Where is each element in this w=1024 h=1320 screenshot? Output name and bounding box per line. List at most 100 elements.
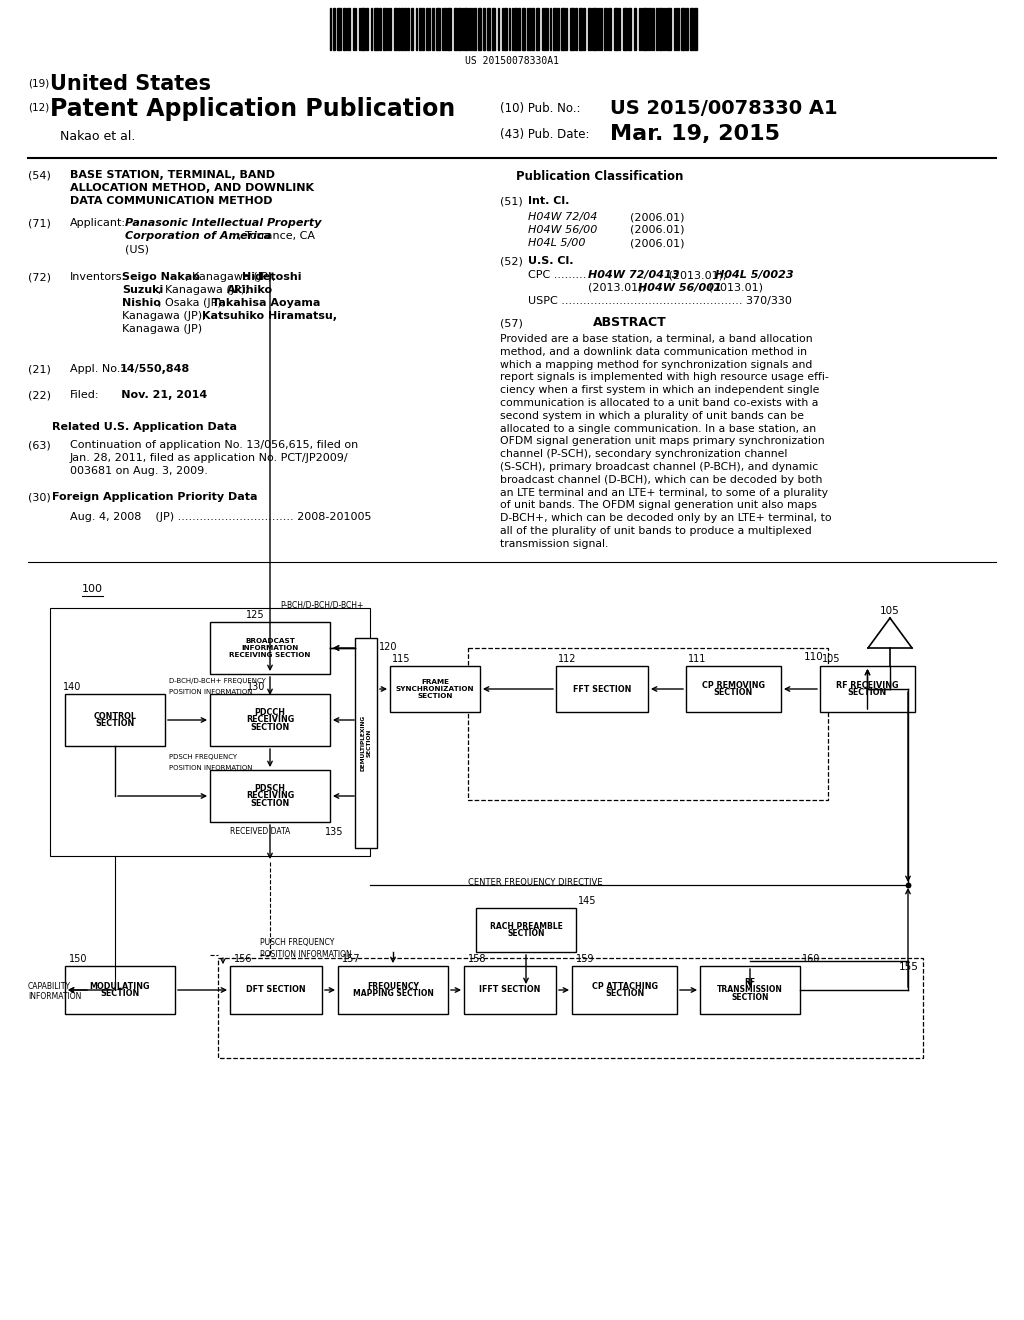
Bar (390, 667, 480, 711)
Bar (50, 609, 370, 855)
Text: 156: 156 (234, 954, 253, 964)
Text: CP ATTACHING: CP ATTACHING (592, 982, 657, 991)
Bar (394, 8, 397, 50)
Bar (572, 966, 677, 1014)
Text: (22): (22) (28, 389, 51, 400)
Text: (43) Pub. Date:: (43) Pub. Date: (500, 128, 590, 141)
Bar (468, 648, 828, 800)
Text: H04L 5/00: H04L 5/00 (528, 238, 586, 248)
Text: POSITION INFORMATION: POSITION INFORMATION (169, 689, 253, 696)
Text: broadcast channel (D-BCH), which can be decoded by both: broadcast channel (D-BCH), which can be … (500, 475, 822, 484)
Bar (343, 8, 345, 50)
Text: 003681 on Aug. 3, 2009.: 003681 on Aug. 3, 2009. (70, 466, 208, 477)
Bar (464, 966, 556, 1014)
Text: (21): (21) (28, 364, 51, 374)
Bar (444, 8, 446, 50)
Text: Hidetoshi: Hidetoshi (242, 272, 301, 282)
Bar (575, 8, 577, 50)
Text: U.S. Cl.: U.S. Cl. (528, 256, 573, 267)
Text: (2006.01): (2006.01) (630, 238, 684, 248)
Text: CAPABILITY: CAPABILITY (28, 982, 71, 991)
Text: which a mapping method for synchronization signals and: which a mapping method for synchronizati… (500, 359, 812, 370)
Bar (694, 8, 697, 50)
Text: , Kanagawa (JP);: , Kanagawa (JP); (158, 285, 249, 294)
Bar (478, 8, 481, 50)
Text: SECTION: SECTION (95, 719, 134, 729)
Text: Panasonic Intellectual Property: Panasonic Intellectual Property (125, 218, 322, 228)
Bar (553, 8, 556, 50)
Text: RECEIVING: RECEIVING (246, 792, 294, 800)
Text: SECTION: SECTION (848, 688, 887, 697)
Text: 150: 150 (69, 954, 87, 964)
Text: Provided are a base station, a terminal, a band allocation: Provided are a base station, a terminal,… (500, 334, 813, 345)
Text: an LTE terminal and an LTE+ terminal, to some of a plurality: an LTE terminal and an LTE+ terminal, to… (500, 487, 828, 498)
Text: Suzuki: Suzuki (122, 285, 163, 294)
Text: RECEIVING: RECEIVING (246, 715, 294, 725)
Text: SECTION: SECTION (418, 693, 453, 698)
Text: TRANSMISSION: TRANSMISSION (717, 986, 783, 994)
Bar (65, 966, 175, 1014)
Bar (609, 8, 611, 50)
Bar (355, 638, 377, 847)
Text: SECTION: SECTION (507, 929, 545, 939)
Text: (2013.01);: (2013.01); (588, 282, 649, 293)
Text: POSITION INFORMATION: POSITION INFORMATION (169, 766, 253, 771)
Bar (337, 8, 341, 50)
Text: 112: 112 (558, 653, 577, 664)
Text: channel (P-SCH), secondary synchronization channel: channel (P-SCH), secondary synchronizati… (500, 449, 787, 459)
Bar (556, 667, 648, 711)
Bar (401, 8, 403, 50)
Text: SYNCHRONIZATION: SYNCHRONIZATION (395, 686, 474, 692)
Text: all of the plurality of unit bands to produce a multiplexed: all of the plurality of unit bands to pr… (500, 525, 812, 536)
Text: ABSTRACT: ABSTRACT (593, 315, 667, 329)
Text: Corporation of America: Corporation of America (125, 231, 271, 242)
Text: allocated to a single communication. In a base station, an: allocated to a single communication. In … (500, 424, 816, 433)
Text: (2013.01);: (2013.01); (665, 271, 730, 280)
Text: method, and a downlink data communication method in: method, and a downlink data communicatio… (500, 347, 807, 356)
Text: DATA COMMUNICATION METHOD: DATA COMMUNICATION METHOD (70, 195, 272, 206)
Bar (659, 8, 662, 50)
Bar (447, 8, 451, 50)
Bar (333, 8, 335, 50)
Text: 155: 155 (899, 962, 919, 972)
Text: H04W 56/001: H04W 56/001 (638, 282, 722, 293)
Bar (593, 8, 596, 50)
Text: 110: 110 (804, 652, 824, 663)
Bar (588, 8, 590, 50)
Text: Publication Classification: Publication Classification (516, 170, 684, 183)
Text: FREQUENCY: FREQUENCY (367, 982, 419, 991)
Bar (514, 8, 517, 50)
Bar (623, 8, 627, 50)
Text: Foreign Application Priority Data: Foreign Application Priority Data (52, 492, 258, 502)
Bar (532, 8, 534, 50)
Text: , Osaka (JP);: , Osaka (JP); (158, 298, 225, 308)
Text: Filed:: Filed: (70, 389, 99, 400)
Text: Inventors:: Inventors: (70, 272, 126, 282)
Text: 111: 111 (688, 653, 707, 664)
Bar (686, 8, 688, 50)
Text: RF RECEIVING: RF RECEIVING (837, 681, 899, 690)
Text: Aug. 4, 2008    (JP) ................................ 2008-201005: Aug. 4, 2008 (JP) ......................… (70, 512, 372, 521)
Bar (454, 8, 457, 50)
Text: Seigo Nakao: Seigo Nakao (122, 272, 200, 282)
Bar (492, 8, 495, 50)
Bar (383, 8, 385, 50)
Bar (210, 694, 330, 746)
Text: SECTION: SECTION (714, 688, 753, 697)
Bar (667, 8, 671, 50)
Bar (374, 8, 378, 50)
Text: 158: 158 (468, 954, 486, 964)
Text: communication is allocated to a unit band co-exists with a: communication is allocated to a unit ban… (500, 399, 818, 408)
Text: USPC .................................................. 370/330: USPC ...................................… (528, 296, 792, 306)
Text: transmission signal.: transmission signal. (500, 539, 608, 549)
Bar (643, 8, 647, 50)
Text: CONTROL: CONTROL (93, 711, 136, 721)
Text: (2013.01): (2013.01) (705, 282, 763, 293)
Bar (690, 8, 693, 50)
Text: report signals is implemented with high resource usage effi-: report signals is implemented with high … (500, 372, 828, 383)
Bar (476, 908, 575, 952)
Text: (10) Pub. No.:: (10) Pub. No.: (500, 102, 581, 115)
Text: , Torrance, CA: , Torrance, CA (238, 231, 315, 242)
Text: (19): (19) (28, 78, 49, 88)
Text: 140: 140 (63, 682, 81, 692)
